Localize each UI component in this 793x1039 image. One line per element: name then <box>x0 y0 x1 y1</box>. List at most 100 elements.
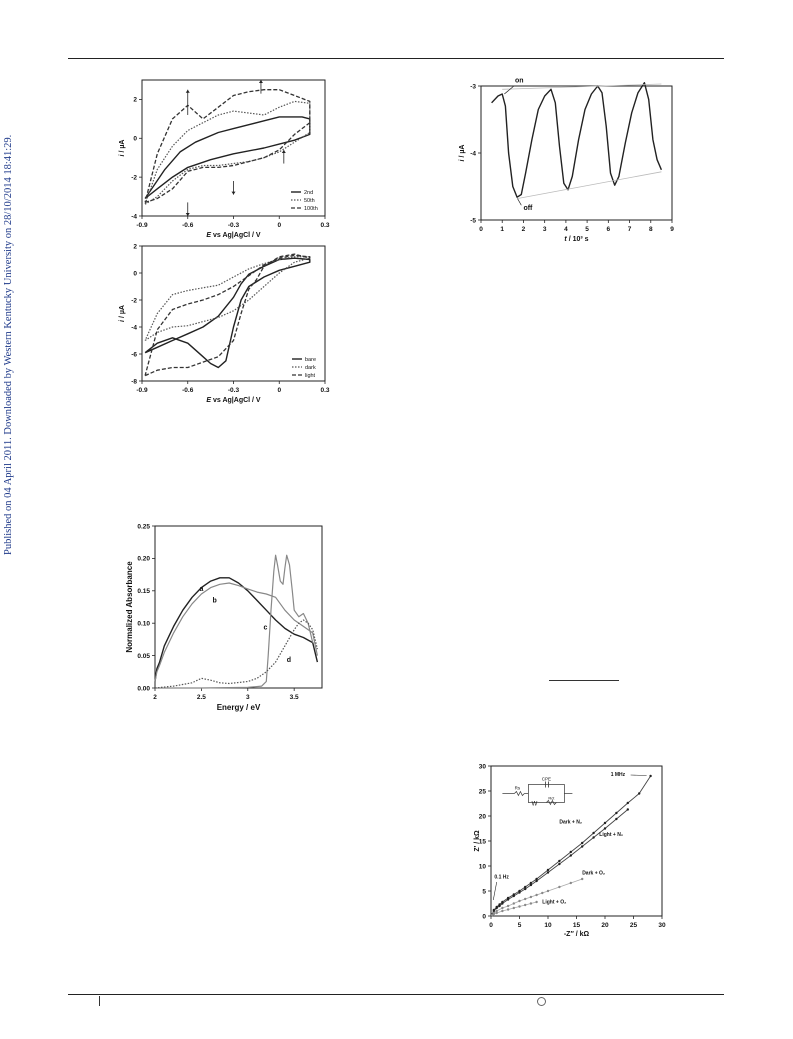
y-tick-label: 0.20 <box>137 556 150 563</box>
y-axis-title: Normalized Absorbance <box>125 561 134 653</box>
x-tick-label: 25 <box>630 922 638 929</box>
series-line-0 <box>154 577 319 682</box>
y-tick-label: -2 <box>131 297 137 304</box>
series-point-3 <box>535 900 538 904</box>
x-tick-label: 5 <box>518 922 522 929</box>
annotation-label: 0.1 Hz <box>494 875 509 881</box>
series-point-0 <box>649 774 652 778</box>
series-point-3 <box>495 911 498 915</box>
series-point-2 <box>581 877 584 881</box>
series-line-2 <box>517 171 662 199</box>
series-line-2 <box>144 89 311 204</box>
annotation-label: Dark + O₂ <box>582 871 605 877</box>
series-point-2 <box>495 909 498 913</box>
down-arrow-head <box>185 213 190 216</box>
annotation-label: on <box>515 78 524 85</box>
series-point-1 <box>524 887 527 891</box>
publication-note: Published on 04 April 2011. Downloaded b… <box>3 134 14 556</box>
series-point-0 <box>638 792 641 795</box>
series-point-0 <box>558 859 561 863</box>
series-point-0 <box>546 868 550 872</box>
x-axis-unit: vs Ag|AgCl / V <box>211 397 261 404</box>
x-tick-label: -0.6 <box>182 222 194 229</box>
series-point-0 <box>529 881 533 885</box>
y-tick-label: -3 <box>470 83 476 90</box>
series-point-1 <box>581 845 584 848</box>
y-tick-label: -4 <box>131 324 137 331</box>
series-point-3 <box>492 912 496 916</box>
series-point-1 <box>615 817 618 821</box>
series-point-3 <box>518 905 521 908</box>
series-line-0 <box>144 116 311 200</box>
x-tick-label: 30 <box>658 922 666 929</box>
on-pointer <box>504 85 515 95</box>
series-point-2 <box>506 904 510 908</box>
series-point-0 <box>535 877 538 881</box>
x-tick-label: 0 <box>479 226 483 233</box>
figure-photocurrent: 0 1 2 3 4 5 6 7 8 9 -5 -4 -3 on off t / 10³ s i / µA <box>459 78 674 243</box>
y-tick-label: 0 <box>482 913 486 920</box>
legend-label: 100th <box>304 206 318 212</box>
x-tick-label: 5 <box>585 226 589 233</box>
y-tick-label: 10 <box>479 863 487 870</box>
annotation-label: Light + N₂ <box>599 832 623 838</box>
series-point-0 <box>524 885 527 889</box>
0.1hz-pointer <box>492 881 497 901</box>
annotation-label: c <box>264 625 268 632</box>
series-point-3 <box>501 909 504 913</box>
x-tick-label: -0.9 <box>136 222 148 229</box>
y-tick-label: 0.10 <box>137 621 150 628</box>
y-axis-unit: / µA <box>119 140 126 155</box>
series-point-1 <box>518 891 521 894</box>
series-line-2 <box>144 253 311 377</box>
series-point-1 <box>569 854 572 857</box>
top-rule <box>68 58 724 59</box>
series-line-0 <box>491 81 663 198</box>
figure-absorbance: 2 2.5 3 3.5 0.00 0.05 0.10 0.15 0.20 0.25 a b c d Ener… <box>125 523 323 712</box>
series-point-0 <box>581 841 584 845</box>
series-point-3 <box>506 908 510 911</box>
x-axis-title: Energy / eV <box>217 703 261 712</box>
x-axis-part: / kΩ <box>574 931 590 938</box>
y-tick-label: -8 <box>131 378 137 385</box>
series-point-0 <box>626 801 629 805</box>
up-arrow-head <box>258 80 263 83</box>
1mhz-pointer <box>630 774 647 776</box>
rct-resistor <box>546 799 557 806</box>
series-point-2 <box>524 897 527 901</box>
x-tick-label: 4 <box>564 226 568 233</box>
series-point-1 <box>529 883 533 887</box>
series-point-0 <box>569 850 572 854</box>
x-tick-label: 9 <box>670 226 674 233</box>
annotation-label: a <box>200 586 204 593</box>
x-axis-symbol: t <box>564 236 567 243</box>
series-point-1 <box>498 904 501 908</box>
figure-cv-cycles: -0.9 -0.6 -0.3 0 0.3 -4 -2 0 2 E vs Ag|AgCl / V i … <box>119 79 330 239</box>
series-point-1 <box>506 898 510 901</box>
annotation-label: 1 MHz <box>611 772 626 778</box>
x-tick-label: -0.6 <box>182 387 194 394</box>
legend-label: 2nd <box>304 190 313 196</box>
legend-label: dark <box>305 365 316 371</box>
down-arrow-head <box>231 191 236 195</box>
y-tick-label: 2 <box>133 97 137 104</box>
y-tick-label: 0.25 <box>137 523 150 530</box>
y-tick-label: 25 <box>479 788 487 795</box>
figure-nyquist: 0 5 10 15 20 25 30 0 5 10 15 20 25 30 1 MHz 0.1 Hz Dark … <box>474 763 666 938</box>
y-tick-label: -6 <box>131 351 137 358</box>
series-point-1 <box>501 902 504 905</box>
x-tick-label: 6 <box>607 226 611 233</box>
x-tick-label: -0.3 <box>228 387 240 394</box>
y-tick-label: -4 <box>470 150 476 157</box>
annotation-label: b <box>213 597 217 604</box>
series-point-1 <box>546 871 550 874</box>
series-line-1 <box>502 83 662 90</box>
y-axis-title: Z′ / kΩ <box>474 830 481 852</box>
y-tick-label: 0.05 <box>137 653 150 660</box>
y-axis-symbol: i <box>119 153 126 156</box>
series-point-2 <box>518 899 521 903</box>
series-point-2 <box>569 881 572 885</box>
y-axis-title: i / µA <box>119 305 126 322</box>
y-tick-label: 0 <box>133 136 137 143</box>
x-axis-title: t / 10³ s <box>564 236 588 243</box>
